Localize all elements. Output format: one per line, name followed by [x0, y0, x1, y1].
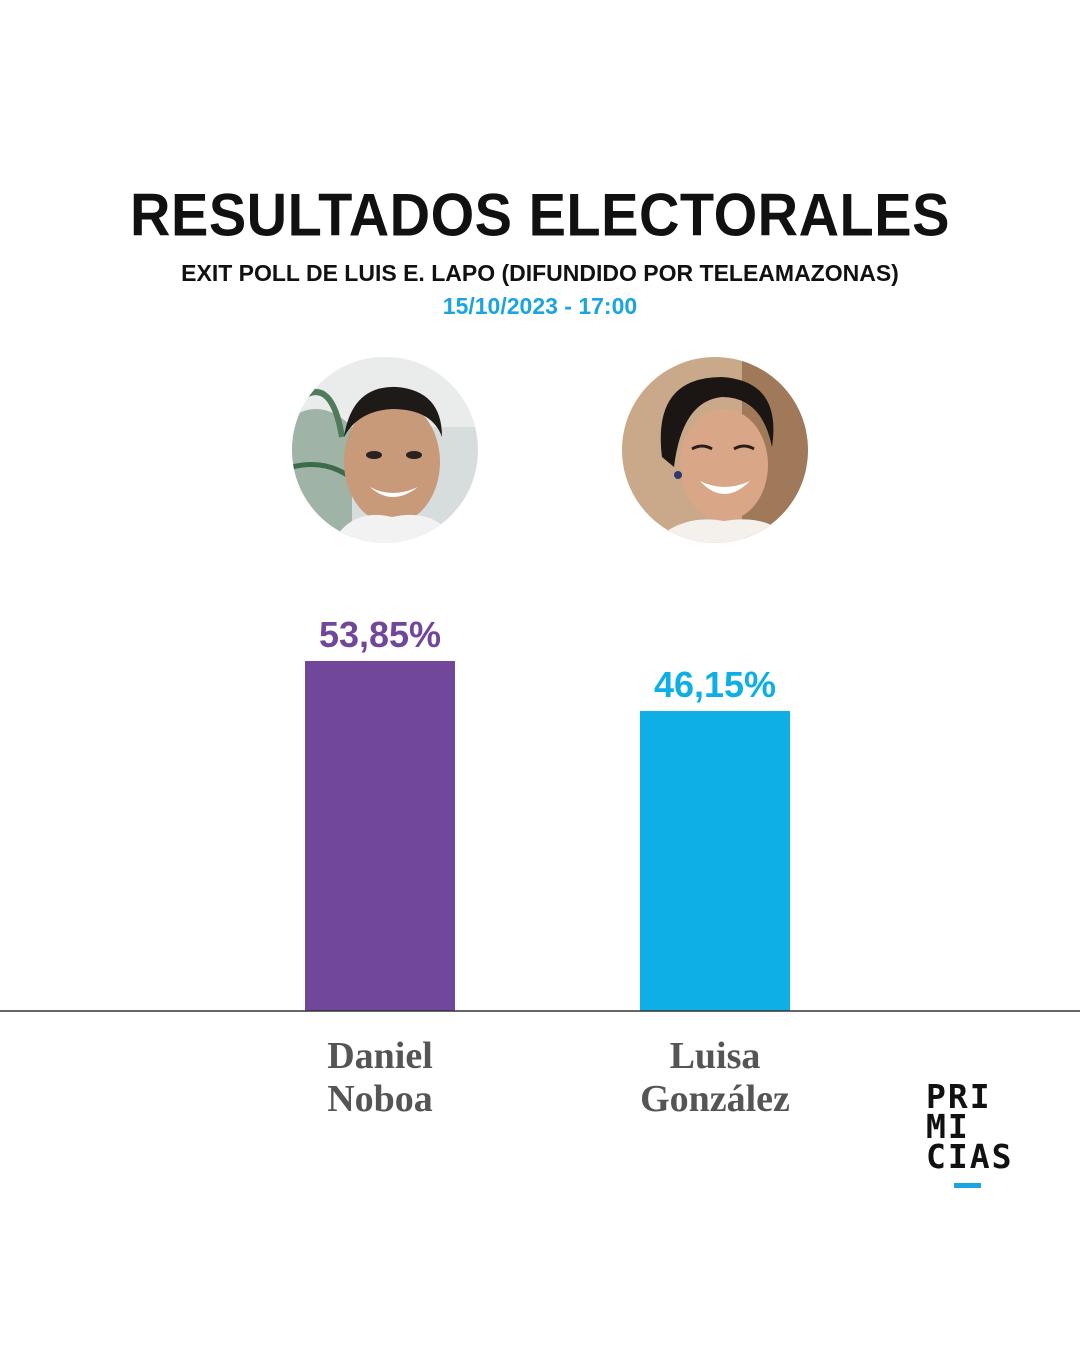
- chart-datetime: 15/10/2023 - 17:00: [442, 293, 638, 319]
- category-label-0-line-1: Noboa: [327, 1078, 433, 1120]
- logo-line-3: CIAS: [926, 1137, 1014, 1176]
- category-label-1-line-0: Luisa: [670, 1035, 761, 1077]
- logo-accent-bar: [954, 1183, 981, 1188]
- chart-subtitle: EXIT POLL DE LUIS E. LAPO (DIFUNDIDO POR…: [181, 260, 899, 286]
- logo-line-1: PRI: [926, 1077, 992, 1116]
- chart-title: RESULTADOS ELECTORALES: [130, 180, 950, 249]
- candidate-photo-noboa: [292, 357, 478, 543]
- candidate-photo-gonzalez: [622, 357, 808, 543]
- bar-1: [640, 711, 790, 1011]
- value-label-1: 46,15%: [654, 664, 776, 705]
- category-label-0-line-0: Daniel: [327, 1035, 433, 1077]
- value-label-0: 53,85%: [319, 614, 441, 655]
- category-label-1-line-1: González: [640, 1078, 790, 1120]
- logo-line-2: MI: [926, 1107, 970, 1146]
- primicias-logo: PRI MI CIAS: [926, 1077, 1046, 1176]
- bar-0: [305, 660, 455, 1011]
